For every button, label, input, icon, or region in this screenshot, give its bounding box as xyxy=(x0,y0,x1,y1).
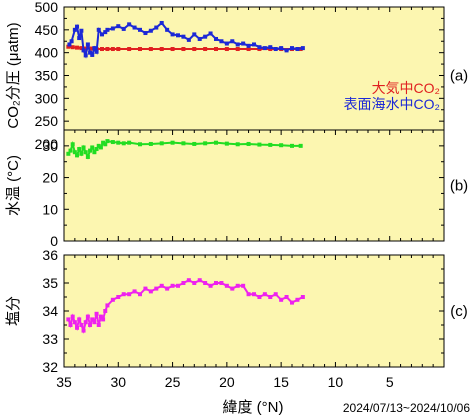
y-tick-label: 10 xyxy=(42,201,58,217)
plot-area xyxy=(63,254,445,368)
legend-entry: 大気中CO₂ xyxy=(372,80,440,96)
series-0-1 xyxy=(67,20,305,59)
panel-1: 30 20 10 0 水温 (°C) (b) xyxy=(5,129,468,249)
series-1-0 xyxy=(66,139,303,160)
panel-label: (a) xyxy=(450,68,468,85)
y-tick-label: 34 xyxy=(42,303,58,319)
y-tick-label: 20 xyxy=(42,170,58,186)
panel-0: 500 450 400 350 300 250 200 CO₂分圧 (μatm) (a) 大気中C… xyxy=(5,0,468,152)
series-2-0 xyxy=(66,278,305,334)
y-tick-label: 30 xyxy=(42,138,58,154)
date-range-label: 2024/07/13~2024/10/06 xyxy=(343,401,470,415)
plot-area xyxy=(63,129,445,242)
x-tick-label: 35 xyxy=(56,374,72,390)
legend-entry: 表面海水中CO₂ xyxy=(344,96,440,112)
y-axis-title: 水温 (°C) xyxy=(5,155,22,216)
y-tick-label: 0 xyxy=(50,233,58,249)
x-tick-label: 10 xyxy=(328,374,344,390)
y-tick-label: 36 xyxy=(42,247,58,263)
x-tick-label: 20 xyxy=(219,374,235,390)
y-tick-label: 300 xyxy=(35,90,59,106)
x-tick-label: 25 xyxy=(165,374,181,390)
y-tick-label: 33 xyxy=(42,331,58,347)
plot-area xyxy=(63,6,445,145)
x-tick-label: 15 xyxy=(273,374,289,390)
y-tick-label: 500 xyxy=(35,0,59,15)
series-trace xyxy=(68,21,304,59)
y-tick-label: 35 xyxy=(42,275,58,291)
y-tick-label: 450 xyxy=(35,22,59,38)
series-trace xyxy=(67,279,304,334)
y-tick-label: 200 xyxy=(35,136,59,152)
y-tick-label: 250 xyxy=(35,113,59,129)
series-trace xyxy=(67,140,301,160)
y-axis-title: CO₂分圧 (μatm) xyxy=(5,22,22,128)
x-axis-title: 緯度 (°N) xyxy=(223,399,284,416)
y-tick-label: 32 xyxy=(42,359,58,375)
panel-label: (c) xyxy=(450,303,468,320)
y-axis-title: 塩分 xyxy=(5,296,22,326)
y-tick-label: 350 xyxy=(35,68,59,84)
x-tick-label: 30 xyxy=(110,374,126,390)
x-tick-label: 5 xyxy=(386,374,394,390)
y-tick-label: 400 xyxy=(35,45,59,61)
panel-label: (b) xyxy=(450,178,468,195)
